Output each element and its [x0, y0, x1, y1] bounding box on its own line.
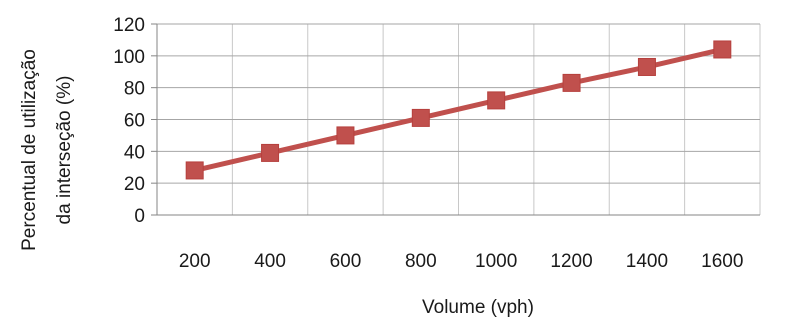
y-tick-label: 100	[113, 47, 145, 68]
y-tick-label: 20	[124, 174, 145, 195]
series-line	[194, 47, 723, 173]
y-axis-title-line-1: Percentual de utilização	[19, 49, 40, 251]
y-axis-title: Percentual de utilização da interseção (…	[19, 49, 75, 251]
y-axis-title-line-2: da interseção (%)	[54, 76, 75, 225]
y-tick-label: 60	[124, 111, 145, 132]
y-tick-label: 120	[113, 15, 145, 36]
data-point-marker	[336, 126, 355, 145]
data-point-marker	[487, 91, 506, 110]
y-tick-label: 40	[124, 142, 145, 163]
x-tick-label: 1000	[475, 251, 517, 272]
data-point-marker	[562, 73, 581, 92]
gridlines	[156, 23, 761, 215]
x-tick-label: 1600	[701, 251, 743, 272]
x-tick-label: 1200	[550, 251, 592, 272]
x-axis-title: Volume (vph)	[422, 297, 534, 318]
data-series	[185, 40, 732, 180]
axes	[151, 23, 760, 216]
y-tick-label: 0	[134, 206, 145, 227]
data-point-marker	[185, 161, 204, 180]
data-point-marker	[261, 143, 280, 162]
x-tick-label: 1400	[626, 251, 668, 272]
x-tick-label: 400	[254, 251, 286, 272]
data-point-marker	[411, 108, 430, 127]
x-tick-label: 600	[330, 251, 362, 272]
tick-labels: 0 20 40 60 80 100 120 200 400 600 800 1000 1200 1400 1…	[113, 15, 743, 272]
x-tick-label: 800	[405, 251, 437, 272]
data-point-marker	[637, 57, 656, 76]
y-tick-label: 80	[124, 79, 145, 100]
data-point-marker	[713, 40, 732, 59]
x-tick-label: 200	[179, 251, 211, 272]
